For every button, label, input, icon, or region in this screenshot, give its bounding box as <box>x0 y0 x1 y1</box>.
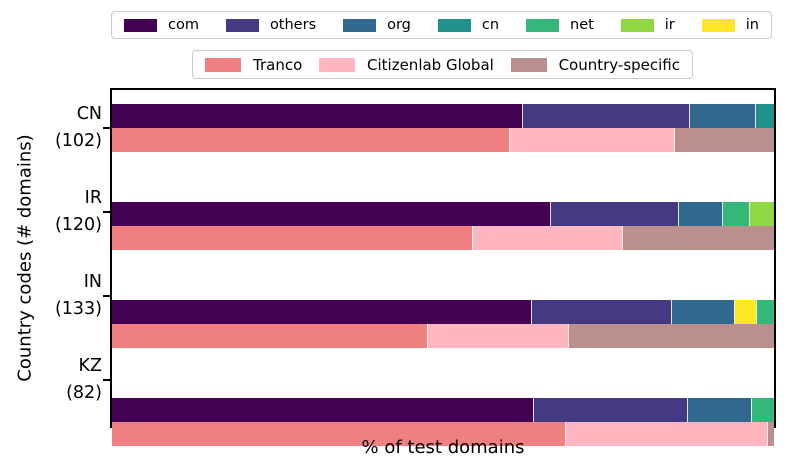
legend-label: org <box>387 17 411 33</box>
legend-item-cn: cn <box>437 17 500 33</box>
ytick-mark <box>103 295 110 297</box>
country-group-kz <box>112 398 774 467</box>
y-axis-label: Country codes (# domains) <box>14 134 36 382</box>
bar-segment-others <box>533 398 688 422</box>
domain-count: (82) <box>66 383 102 403</box>
country-code: IR <box>84 188 102 208</box>
bar-segment-country-specific <box>622 226 774 250</box>
bar-segment-tranco <box>112 422 565 446</box>
country-group-ir <box>112 202 774 286</box>
tld-bar-ir <box>112 202 774 226</box>
country-code: IN <box>83 272 102 292</box>
domain-count: (120) <box>54 215 102 235</box>
tld-bar-kz <box>112 398 774 422</box>
legend-item-ir: ir <box>620 17 675 33</box>
domain-count: (102) <box>54 131 102 151</box>
legend-item-org: org <box>343 17 411 33</box>
country-code: CN <box>76 104 102 124</box>
ytick-mark <box>103 127 110 129</box>
bar-segment-org <box>687 398 751 422</box>
tld-swatch-icon <box>124 18 157 32</box>
legend-item-in: in <box>701 17 759 33</box>
list-bar-cn <box>112 128 774 152</box>
list-bar-ir <box>112 226 774 250</box>
ytick-label-ir: IR (120) <box>2 185 102 239</box>
bar-segment-org <box>678 202 722 226</box>
bar-segment-others <box>549 202 678 226</box>
tld-legend: com others org cn net ir in <box>111 11 772 39</box>
bar-segment-org <box>671 300 735 324</box>
country-group-in <box>112 300 774 384</box>
bar-segment-in <box>734 300 757 324</box>
bar-segment-tranco <box>112 226 473 250</box>
list-bar-in <box>112 324 774 348</box>
ytick-mark <box>103 211 110 213</box>
legend-label: in <box>745 17 759 33</box>
bar-segment-citizenlab-global <box>509 128 675 152</box>
bar-segment-net <box>756 300 774 324</box>
ytick-label-cn: CN (102) <box>2 101 102 155</box>
ytick-mark <box>103 379 110 381</box>
tld-bar-in <box>112 300 774 324</box>
bar-segment-citizenlab-global <box>564 422 767 446</box>
legend-item-others: others <box>225 17 317 33</box>
tld-swatch-icon <box>620 18 654 32</box>
legend-label: net <box>570 17 594 33</box>
legend-label: com <box>168 17 199 33</box>
tld-swatch-icon <box>437 18 471 32</box>
legend-label: ir <box>664 17 675 33</box>
legend-label: others <box>269 17 317 33</box>
list-bar-kz <box>112 422 774 446</box>
list-legend: Tranco Citizenlab Global Country-specific <box>192 50 693 79</box>
bar-segment-country-specific <box>674 128 774 152</box>
list-swatch-icon <box>319 57 356 72</box>
country-code: KZ <box>78 356 102 376</box>
tld-swatch-icon <box>526 18 559 32</box>
bar-segment-com <box>112 300 532 324</box>
legend-item-net: net <box>526 17 594 33</box>
bar-segment-tranco <box>112 128 510 152</box>
tld-swatch-icon <box>343 18 377 32</box>
bar-segment-com <box>112 104 522 128</box>
bar-segment-citizenlab-global <box>427 324 569 348</box>
bar-segment-com <box>112 202 550 226</box>
legend-item-tranco: Tranco <box>205 56 302 74</box>
bar-segment-country-specific <box>568 324 774 348</box>
legend-label: Citizenlab Global <box>367 55 494 74</box>
domain-count: (133) <box>54 299 102 319</box>
country-group-cn <box>112 104 774 188</box>
legend-item-com: com <box>124 17 199 33</box>
bar-segment-org <box>688 104 756 128</box>
bar-segment-others <box>531 300 672 324</box>
legend-label: Country-specific <box>558 55 680 74</box>
legend-item-country-specific: Country-specific <box>510 55 680 74</box>
list-swatch-icon <box>205 57 241 72</box>
tld-swatch-icon <box>225 18 259 32</box>
bar-segment-citizenlab-global <box>472 226 623 250</box>
bar-segment-ir <box>748 202 774 226</box>
x-axis-label: % of test domains <box>361 437 525 458</box>
plot-area <box>110 88 776 446</box>
bar-segment-cn <box>755 104 774 128</box>
bar-segment-net <box>750 398 774 422</box>
legend-label: cn <box>481 17 500 33</box>
ytick-label-kz: KZ (82) <box>2 353 102 407</box>
bar-segment-net <box>721 202 749 226</box>
bar-segment-country-specific <box>766 422 774 446</box>
bar-segment-com <box>112 398 534 422</box>
tld-swatch-icon <box>701 18 735 32</box>
ytick-label-in: IN (133) <box>2 269 102 323</box>
tld-bar-cn <box>112 104 774 128</box>
bar-segment-tranco <box>112 324 428 348</box>
legend-item-citizenlab-global: Citizenlab Global <box>319 56 494 74</box>
bar-segment-others <box>521 104 689 128</box>
list-swatch-icon <box>510 57 547 72</box>
legend-label: Tranco <box>253 55 303 74</box>
